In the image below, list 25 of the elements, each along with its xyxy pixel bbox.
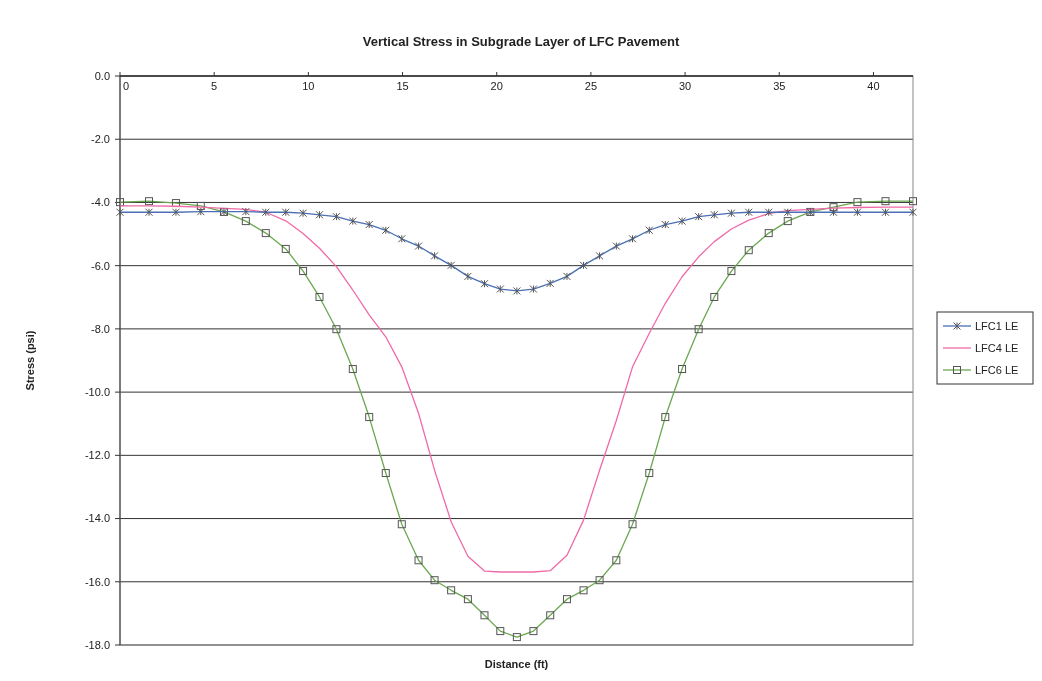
x-tick-label: 10	[302, 80, 315, 92]
y-tick-label: -6.0	[91, 259, 110, 272]
x-tick-label: 0	[122, 80, 130, 92]
x-axis-title: Distance (ft)	[484, 658, 549, 670]
y-tick-label: -14.0	[84, 512, 110, 525]
y-tick-label: -12.0	[84, 449, 110, 462]
y-tick-label: -4.0	[91, 196, 110, 209]
x-tick-label: 5	[211, 80, 218, 92]
x-tick-label: 30	[678, 80, 692, 92]
x-tick-label: 25	[584, 80, 598, 92]
x-tick-label: 40	[867, 80, 880, 92]
y-tick-label: 0.0	[94, 69, 110, 82]
y-tick-label: -8.0	[91, 322, 110, 335]
x-tick-label: 35	[773, 80, 786, 92]
x-tick-label: 20	[490, 80, 503, 92]
legend-label: LFC4 LE	[975, 341, 1019, 354]
legend-label: LFC1 LE	[975, 319, 1019, 332]
y-tick-label: -18.0	[84, 638, 110, 651]
y-axis-title: Stress (psi)	[24, 330, 36, 391]
y-tick-label: -10.0	[84, 385, 110, 398]
legend-label: LFC6 LE	[975, 363, 1019, 376]
y-tick-label: -16.0	[84, 575, 110, 588]
chart-title: Vertical Stress in Subgrade Layer of LFC Pavement	[362, 34, 680, 49]
y-tick-label: -2.0	[91, 133, 110, 146]
x-tick-label: 15	[396, 80, 409, 92]
